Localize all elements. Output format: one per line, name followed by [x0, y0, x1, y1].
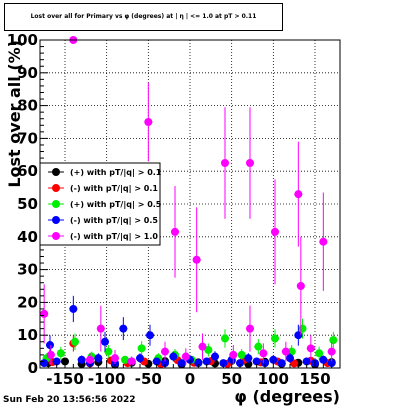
data-point [86, 355, 94, 364]
y-tick-label: 80 [17, 97, 38, 115]
data-point [221, 159, 229, 167]
data-point [144, 118, 153, 126]
legend-entry: (-) with pT/|q| > 0.1 [70, 184, 158, 193]
data-point [219, 359, 228, 368]
y-tick-label: 100 [7, 31, 38, 49]
y-tick-label: 20 [17, 293, 38, 311]
data-point [94, 354, 103, 363]
data-point [246, 324, 254, 333]
data-point [315, 349, 324, 358]
legend-marker [52, 200, 60, 208]
data-point [327, 347, 336, 356]
data-point [281, 347, 290, 356]
data-point [96, 324, 105, 333]
data-point [298, 324, 307, 333]
data-point [127, 357, 136, 366]
data-point [194, 359, 203, 368]
data-point [101, 337, 109, 346]
y-axis-title: Lost over all (%) [5, 40, 24, 188]
data-point [119, 324, 128, 333]
x-tick-label: 0 [185, 370, 195, 388]
legend-marker [52, 232, 60, 240]
data-point [204, 345, 213, 354]
y-tick-label: 10 [17, 326, 38, 344]
data-point [221, 334, 229, 343]
data-point [269, 355, 278, 364]
x-tick-label: -50 [135, 370, 162, 388]
x-tick-label: -100 [88, 370, 126, 388]
data-point [146, 331, 154, 340]
x-tick-label: -150 [46, 370, 84, 388]
data-point [181, 352, 190, 361]
data-point [46, 341, 54, 350]
data-point [198, 342, 207, 351]
data-point [319, 237, 328, 246]
data-point [236, 359, 244, 368]
data-point [294, 190, 303, 199]
data-point [152, 357, 161, 366]
data-point [306, 344, 315, 353]
data-point [296, 282, 305, 290]
legend-entry: (-) with pT/|q| > 1.0 [70, 232, 158, 241]
data-point [111, 354, 119, 363]
legend-marker [52, 216, 60, 224]
data-point [327, 359, 336, 368]
data-point [192, 255, 201, 264]
data-point [229, 350, 238, 359]
data-point [169, 352, 178, 361]
y-tick-label: 30 [17, 261, 38, 279]
x-tick-label: 100 [258, 370, 289, 388]
data-point [104, 347, 113, 356]
data-point [237, 350, 246, 359]
data-point [252, 357, 261, 366]
legend-entry: (+) with pT/|q| > 0.1 [70, 168, 162, 177]
chart-title: Lost over all for Primary vs φ (degrees)… [30, 13, 257, 20]
data-point [286, 354, 294, 363]
x-tick-label: 150 [299, 370, 330, 388]
data-point [246, 159, 254, 167]
legend-entry: (-) with pT/|q| > 0.5 [70, 216, 158, 225]
data-point [202, 357, 211, 366]
y-tick-label: 0 [28, 359, 38, 377]
data-point [244, 354, 253, 363]
data-point [46, 350, 55, 359]
data-point [277, 359, 286, 368]
y-tick-label: 60 [17, 162, 38, 180]
data-point [71, 337, 79, 346]
data-point [177, 359, 186, 368]
data-point [121, 355, 129, 364]
legend-entry: (+) with pT/|q| > 0.5 [70, 200, 162, 209]
legend-marker [52, 184, 60, 192]
data-point [271, 227, 279, 236]
data-point [211, 352, 219, 361]
y-tick-label: 90 [17, 64, 38, 82]
chart-title-box: Lost over all for Primary vs φ (degrees)… [4, 3, 283, 31]
data-point [77, 355, 86, 364]
x-tick-label: 50 [221, 370, 242, 388]
data-point [161, 347, 169, 356]
data-point [52, 357, 61, 366]
legend-marker [52, 168, 60, 176]
data-point [259, 349, 268, 358]
data-point [319, 355, 328, 364]
data-point [69, 304, 78, 313]
data-point [137, 344, 146, 353]
y-tick-label: 40 [17, 228, 38, 246]
data-point [254, 342, 263, 351]
datestamp: Sun Feb 20 13:56:56 2022 [3, 395, 136, 405]
data-point [271, 334, 279, 343]
y-tick-label: 50 [17, 195, 38, 213]
data-point [40, 359, 49, 368]
x-axis-title: φ (degrees) [234, 387, 340, 406]
data-point [329, 336, 338, 345]
data-point [40, 309, 49, 318]
data-point [56, 349, 65, 358]
y-tick-label: 70 [17, 129, 38, 147]
data-point [136, 354, 144, 363]
data-point [161, 359, 169, 368]
data-point [302, 357, 311, 366]
data-point [171, 227, 179, 236]
